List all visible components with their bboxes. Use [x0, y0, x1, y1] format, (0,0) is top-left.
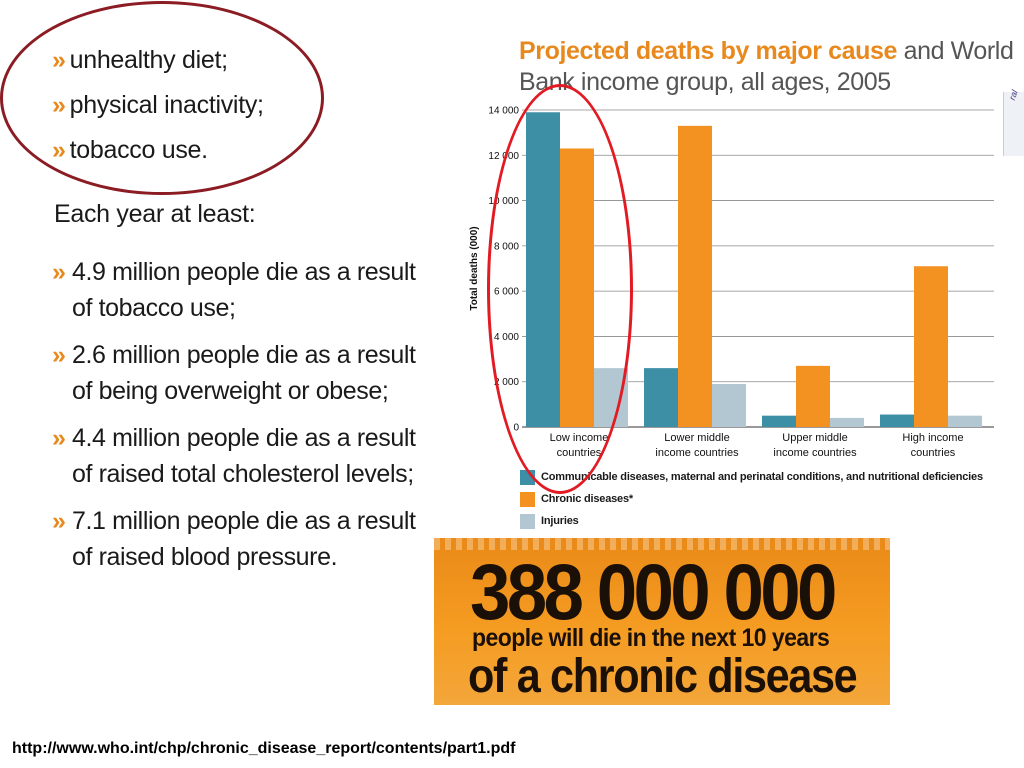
fact-item: » 4.4 million people die as a result of r… — [52, 420, 432, 492]
category-label: income countries — [655, 447, 739, 459]
bar-3-2 — [948, 415, 982, 427]
fact-item: » 7.1 million people die as a result of r… — [52, 503, 432, 575]
category-label: Upper middle — [782, 432, 847, 444]
category-label: countries — [911, 447, 956, 459]
category-label: income countries — [773, 447, 857, 459]
fact-item: » 2.6 million people die as a result of b… — [52, 337, 432, 409]
chronic-disease-banner: 388 000 000 people will die in the next … — [434, 538, 890, 705]
bullet-chevron-icon: » — [52, 507, 66, 535]
banner-line-2: of a chronic disease — [468, 650, 858, 703]
bar-2-0 — [762, 415, 796, 427]
category-label: High income — [902, 432, 963, 444]
fact-item: » 4.9 million people die as a result of t… — [52, 254, 432, 326]
bullet-chevron-icon: » — [52, 341, 66, 369]
bar-1-0 — [644, 368, 678, 427]
bullet-chevron-icon: » — [52, 424, 66, 452]
legend-item-communicable: Communicable diseases, maternal and peri… — [520, 466, 983, 488]
side-logo-fragment: ral — [1003, 89, 1024, 156]
each-year-heading: Each year at least: — [54, 200, 256, 228]
bar-3-1 — [914, 266, 948, 427]
chart-title-main: Projected deaths by major cause — [519, 37, 898, 65]
chart-legend: Communicable diseases, maternal and peri… — [520, 466, 983, 532]
bar-2-1 — [796, 365, 830, 427]
fact-list: » 4.9 million people die as a result of t… — [52, 254, 432, 586]
bar-1-1 — [678, 125, 712, 427]
risk-highlight-oval — [0, 1, 324, 195]
bullet-chevron-icon: » — [52, 258, 66, 286]
banner-death-count: 388 000 000 — [470, 547, 837, 636]
y-tick-label: 14 000 — [488, 106, 519, 117]
legend-item-injuries: Injuries — [520, 510, 983, 532]
legend-item-chronic: Chronic diseases* — [520, 488, 983, 510]
banner-line-1: people will die in the next 10 years — [472, 624, 830, 652]
y-axis-label: Total deaths (000) — [469, 226, 480, 310]
chart-title: Projected deaths by major cause and Worl… — [519, 36, 1024, 98]
low-income-highlight-oval — [487, 84, 633, 494]
source-url: http://www.who.int/chp/chronic_disease_r… — [12, 740, 516, 757]
bar-2-2 — [830, 417, 864, 427]
legend-swatch-injuries — [520, 513, 535, 529]
bar-3-0 — [880, 414, 914, 427]
bar-1-2 — [712, 383, 746, 427]
category-label: Lower middle — [664, 432, 729, 444]
chart-subtitle: and World Bank income group, all ages, 2… — [519, 37, 1014, 96]
legend-swatch-chronic — [520, 491, 535, 507]
